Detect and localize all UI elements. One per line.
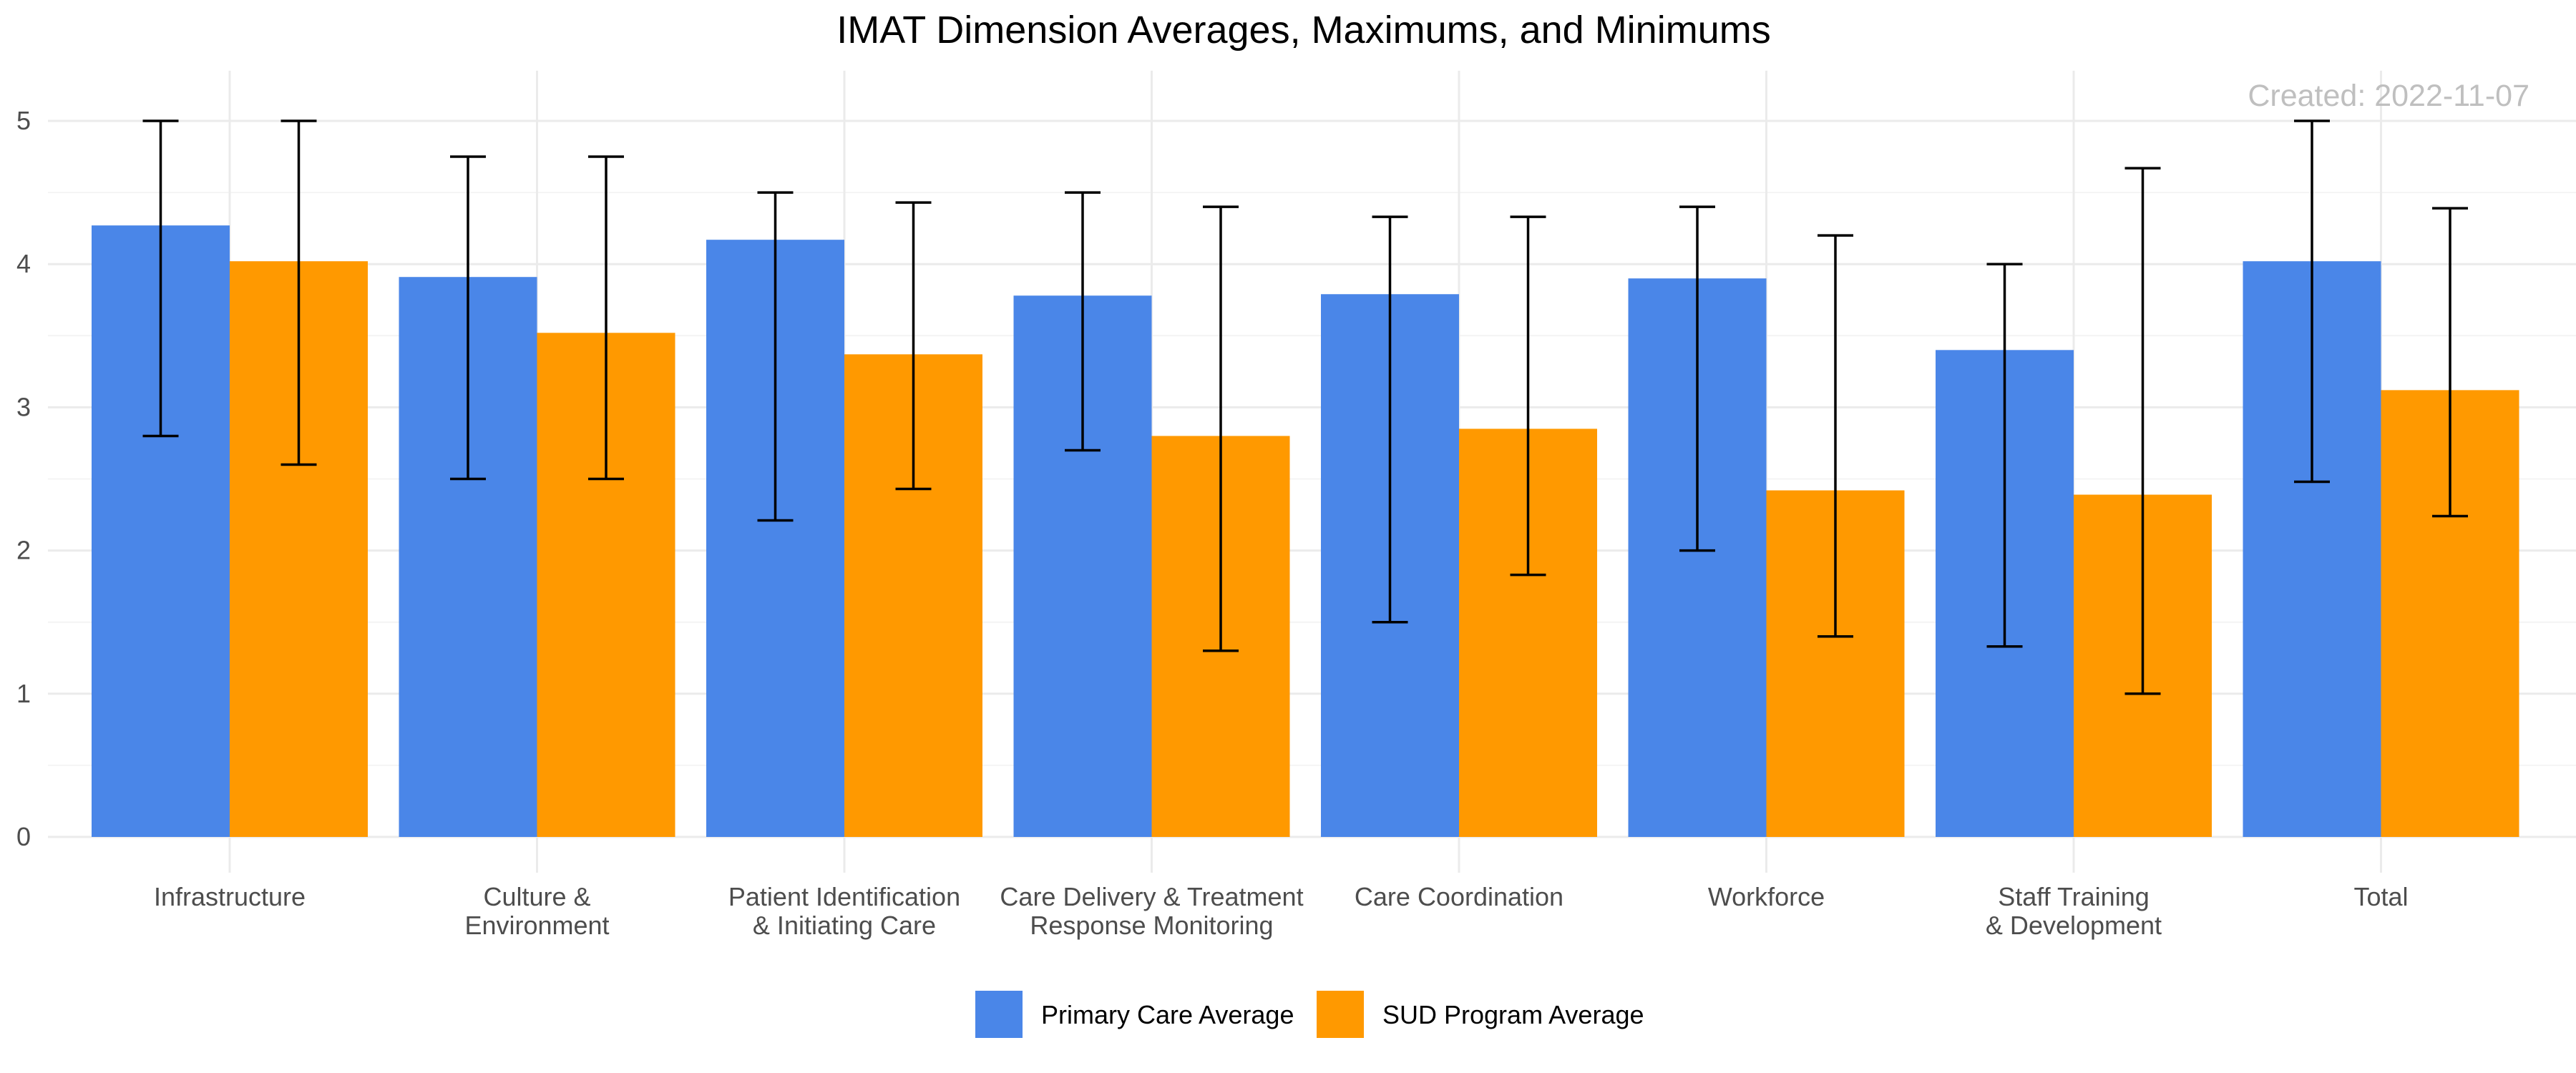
y-tick-label: 4	[16, 249, 31, 278]
legend-swatch-sud-program	[1317, 991, 1364, 1038]
y-tick-label: 5	[16, 106, 31, 135]
sud-program-error-bar	[588, 155, 624, 481]
x-tick-label: Care Delivery & Treatment Response Monito…	[1000, 882, 1303, 940]
legend: Primary Care Average SUD Program Average	[975, 991, 1644, 1038]
sud-program-error-bar	[2124, 167, 2161, 695]
primary-care-error-bar	[2294, 119, 2330, 484]
x-tick-label: Workforce	[1708, 882, 1825, 911]
x-axis-ticks: Infrastructure Culture & Environment Patien…	[154, 882, 2409, 940]
sud-program-error-bar	[1510, 215, 1546, 577]
error-bars	[142, 119, 2468, 695]
legend-item: SUD Program Average	[1317, 991, 1644, 1038]
x-tick-label: Total	[2353, 882, 2408, 911]
legend-item: Primary Care Average	[975, 991, 1294, 1038]
sud-program-error-bar	[1203, 205, 1239, 652]
primary-care-error-bar	[1986, 263, 2023, 648]
x-tick-label: Patient Identification & Initiating Care	[728, 882, 960, 940]
y-tick-label: 1	[16, 679, 31, 708]
primary-care-error-bar	[142, 119, 179, 438]
sud-program-error-bar	[280, 119, 317, 466]
primary-care-error-bar	[1372, 215, 1408, 624]
y-tick-label: 0	[16, 822, 31, 851]
chart-title: IMAT Dimension Averages, Maximums, and M…	[836, 9, 1770, 52]
x-tick-label: Culture & Environment	[464, 882, 609, 940]
primary-care-error-bar	[1065, 191, 1101, 452]
legend-label: Primary Care Average	[1041, 1000, 1294, 1029]
primary-care-error-bar	[450, 155, 486, 481]
created-date-annotation: Created: 2022-11-07	[2248, 79, 2529, 113]
primary-care-error-bar	[1679, 205, 1715, 552]
sud-program-error-bar	[2432, 207, 2468, 518]
legend-label: SUD Program Average	[1382, 1000, 1644, 1029]
y-tick-label: 2	[16, 536, 31, 565]
primary-care-error-bar	[757, 191, 794, 522]
y-axis-ticks: 0 1 2 3 4 5	[16, 106, 31, 851]
sud-program-error-bar	[1818, 234, 1853, 638]
bars	[92, 225, 2519, 838]
x-tick-label: Infrastructure	[154, 882, 306, 911]
y-tick-label: 3	[16, 392, 31, 421]
legend-swatch-primary-care	[975, 991, 1023, 1038]
sud-program-error-bar	[895, 201, 932, 491]
x-tick-label: Care Coordination	[1355, 882, 1563, 911]
x-tick-label: Staff Training & Development	[1986, 882, 2162, 940]
